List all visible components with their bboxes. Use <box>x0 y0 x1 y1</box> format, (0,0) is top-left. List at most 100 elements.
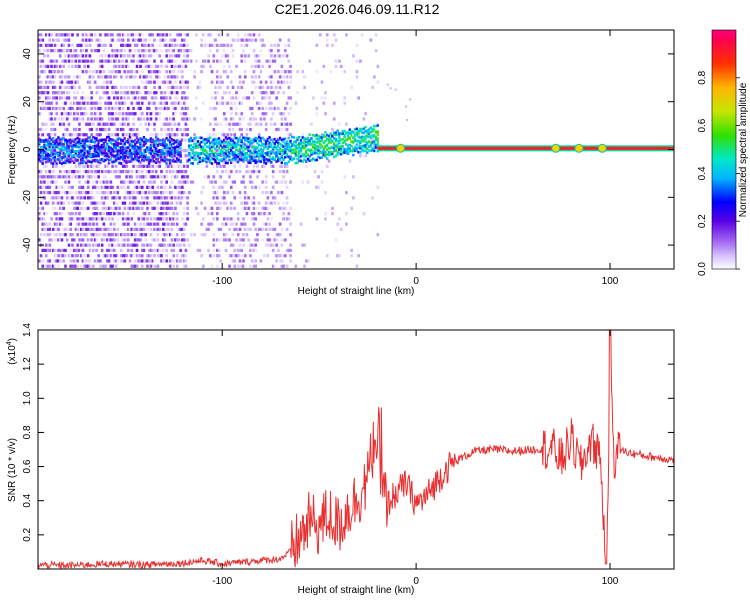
spectrogram-band-cell <box>107 149 111 153</box>
spectrogram-noise-cell <box>221 185 224 189</box>
spectrogram-noise-cell <box>133 43 137 47</box>
spectrogram-band-cell <box>271 157 275 161</box>
spectrogram-noise-cell <box>60 238 64 242</box>
spectrogram-band-cell <box>48 145 51 149</box>
spectrogram-noise-cell <box>200 222 203 226</box>
spectrogram-band-cell <box>202 140 205 143</box>
y-tick-label: 0 <box>22 146 33 152</box>
spectrogram-noise-cell <box>154 75 158 79</box>
spectrogram-noise-cell <box>123 201 127 205</box>
spectrogram-band-cell <box>254 139 257 142</box>
spectrogram-noise-cell <box>174 106 177 111</box>
spectrogram-noise-cell <box>254 54 257 58</box>
spectrogram-noise-cell <box>168 206 172 210</box>
spectrogram-noise-cell <box>43 175 46 179</box>
spectrogram-noise-cell <box>242 175 245 179</box>
spectrogram-noise-cell <box>127 212 130 216</box>
spectrogram-band-cell <box>170 143 174 146</box>
spectrogram-noise-cell <box>106 91 109 95</box>
spectrogram-band-cell <box>374 131 378 134</box>
spectrogram-noise-cell <box>172 222 175 226</box>
spectrogram-noise-cell <box>174 217 177 221</box>
spectrogram-band-cell <box>135 150 139 153</box>
spectrogram-band-cell <box>193 137 196 140</box>
spectrogram-noise-cell <box>55 196 59 200</box>
spectrogram-noise-cell <box>264 243 268 247</box>
spectrogram-band-cell <box>228 155 231 159</box>
spectrogram-noise-cell <box>51 38 55 42</box>
spectrogram-noise-cell <box>81 227 85 232</box>
spectrogram-noise-cell <box>318 33 322 37</box>
spectrogram-noise-cell <box>179 127 182 132</box>
spectrogram-noise-cell <box>109 169 113 174</box>
x-tick-label: 100 <box>602 276 619 287</box>
spectrogram-noise-cell <box>106 85 109 90</box>
spectrogram-noise-cell <box>38 175 41 179</box>
spectrogram-noise-cell <box>172 154 175 158</box>
spectrogram-band-cell <box>153 143 156 146</box>
spectrogram-noise-cell <box>99 33 102 37</box>
spectrogram-noise-cell <box>275 85 278 90</box>
spectrogram-noise-cell <box>83 148 86 153</box>
spectrogram-noise-cell <box>376 80 380 84</box>
spectrogram-noise-cell <box>120 259 123 263</box>
spectrogram-noise-cell <box>81 91 85 95</box>
spectrogram-noise-cell <box>142 59 146 63</box>
spectrogram-band-cell <box>76 141 79 144</box>
spectrogram-noise-cell <box>154 91 158 95</box>
spectrogram-noise-cell <box>99 64 102 69</box>
spectrogram-noise-cell <box>256 169 259 174</box>
spectrogram-noise-cell <box>109 154 113 158</box>
spectrogram-noise-cell <box>158 212 162 216</box>
spectrogram-noise-cell <box>224 233 228 237</box>
spectrogram-noise-cell <box>58 212 62 216</box>
spectrogram-noise-cell <box>182 175 186 179</box>
spectrogram-noise-cell <box>172 143 175 147</box>
spectrogram-noise-cell <box>352 175 355 179</box>
spectrogram-noise-cell <box>102 80 106 84</box>
spectrogram-y-label: Frequency (Hz) <box>7 116 18 185</box>
spectrogram-noise-cell <box>109 190 113 195</box>
spectrogram-band-cell <box>298 146 301 149</box>
spectrogram-noise-cell <box>305 259 308 263</box>
spectrogram-band-cell <box>338 134 341 137</box>
spectrogram-noise-cell <box>216 254 219 258</box>
spectrogram-noise-cell <box>88 43 92 47</box>
spectrogram-noise-cell <box>41 264 45 268</box>
spectrogram-noise-cell <box>62 106 66 111</box>
spectrogram-band-cell <box>142 140 146 144</box>
spectrogram-noise-cell <box>85 38 88 42</box>
spectrogram-noise-cell <box>224 201 228 205</box>
spectrogram-noise-cell <box>168 91 172 95</box>
spectrogram-noise-cell <box>111 217 114 221</box>
spectrogram-noise-cell <box>114 91 118 95</box>
spectrogram-noise-cell <box>212 190 216 195</box>
spectrogram-band-cell <box>324 146 327 149</box>
spectrogram-noise-cell <box>88 122 92 126</box>
spectrogram-band-cell <box>250 145 254 149</box>
spectrogram-noise-cell <box>177 201 181 205</box>
spectrogram-noise-cell <box>257 75 261 79</box>
spectrogram-noise-cell <box>289 64 292 69</box>
spectrogram-band-cell <box>120 162 123 165</box>
spectrogram-band-cell <box>149 152 153 155</box>
spectrogram-noise-cell <box>57 33 60 37</box>
spectrogram-band-cell <box>299 141 303 145</box>
spectrogram-band-cell <box>257 135 261 139</box>
spectrogram-noise-cell <box>92 148 95 153</box>
spectrogram-noise-cell <box>261 64 264 69</box>
spectrogram-noise-cell <box>60 185 64 189</box>
spectrogram-noise-cell <box>135 243 139 247</box>
spectrogram-noise-cell <box>60 159 64 163</box>
spectrogram-noise-cell <box>81 70 85 74</box>
spectrogram-noise-cell <box>172 75 175 79</box>
spectrogram-noise-cell <box>242 80 245 84</box>
spectrogram-noise-cell <box>76 80 79 84</box>
spectrogram-band-cell <box>99 158 102 162</box>
spectrogram-band-cell <box>367 145 371 148</box>
spectrogram-noise-cell <box>364 154 367 158</box>
spectrogram-noise-cell <box>210 212 214 216</box>
spectrogram-noise-cell <box>88 217 92 221</box>
spectrogram-noise-cell <box>139 201 142 205</box>
y-tick-label: -20 <box>22 190 33 205</box>
